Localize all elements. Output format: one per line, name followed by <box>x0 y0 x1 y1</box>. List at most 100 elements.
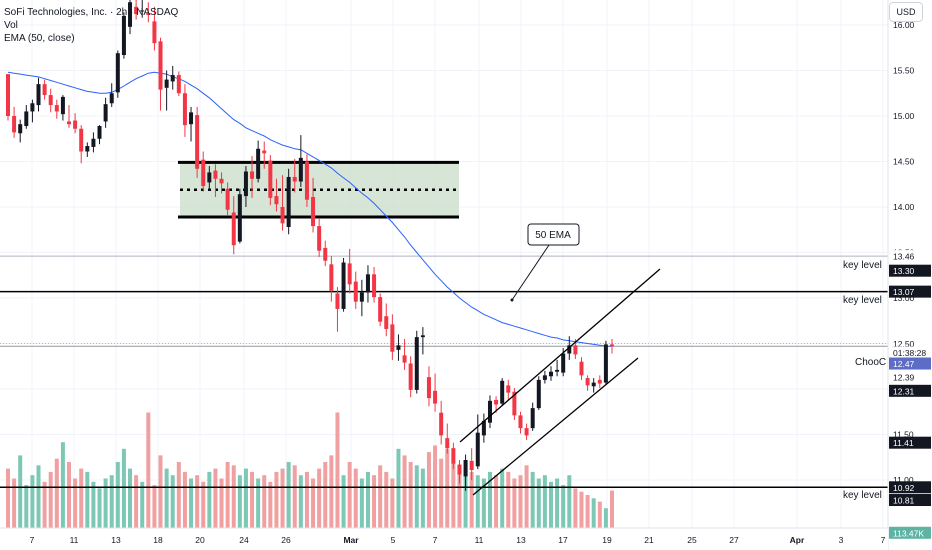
candle-body[interactable] <box>140 10 145 12</box>
candle-body[interactable] <box>414 337 419 390</box>
candle-body[interactable] <box>286 176 291 228</box>
candle-body[interactable] <box>298 157 303 182</box>
candle-body[interactable] <box>250 171 255 179</box>
candle-body[interactable] <box>469 460 474 470</box>
candle-body[interactable] <box>420 335 425 338</box>
candle-body[interactable] <box>359 292 364 302</box>
channel-upper-line[interactable] <box>459 268 661 443</box>
candle-body[interactable] <box>170 75 175 82</box>
candle-body[interactable] <box>60 96 65 115</box>
candle-body[interactable] <box>256 148 261 179</box>
candle-body[interactable] <box>591 382 596 387</box>
candle-body[interactable] <box>121 15 126 56</box>
channel-lower-line[interactable] <box>472 357 639 496</box>
candle-body[interactable] <box>152 21 157 44</box>
ema-indicator-label[interactable]: EMA (50, close) <box>4 33 75 44</box>
candle-body[interactable] <box>164 79 169 88</box>
candle-body[interactable] <box>372 274 377 298</box>
candle-body[interactable] <box>317 226 322 251</box>
candle-body[interactable] <box>262 150 267 154</box>
candle-body[interactable] <box>487 400 492 423</box>
candle-body[interactable] <box>347 263 352 285</box>
candle-body[interactable] <box>433 390 438 404</box>
candle-body[interactable] <box>323 247 328 261</box>
candle-body[interactable] <box>390 324 395 352</box>
candle-body[interactable] <box>231 212 236 246</box>
candle-body[interactable] <box>6 74 10 116</box>
candle-body[interactable] <box>115 53 120 93</box>
candle-body[interactable] <box>36 84 41 106</box>
volume-indicator-label[interactable]: Vol <box>4 20 18 31</box>
candle-body[interactable] <box>274 196 279 205</box>
candle-body[interactable] <box>97 126 102 139</box>
candle-body[interactable] <box>18 124 23 134</box>
candle-body[interactable] <box>146 13 151 15</box>
candle-body[interactable] <box>311 196 316 227</box>
candle-body[interactable] <box>463 459 468 477</box>
candle-body[interactable] <box>91 138 96 147</box>
candle-body[interactable] <box>128 2 133 27</box>
candle-body[interactable] <box>353 281 358 302</box>
candle-body[interactable] <box>396 345 401 350</box>
candle-body[interactable] <box>378 297 383 322</box>
candle-body[interactable] <box>555 369 560 372</box>
candle-body[interactable] <box>402 355 407 363</box>
candle-body[interactable] <box>603 344 608 383</box>
candle-body[interactable] <box>610 344 614 347</box>
candle-body[interactable] <box>30 103 35 112</box>
candle-body[interactable] <box>579 361 584 376</box>
candle-body[interactable] <box>506 385 511 393</box>
candle-body[interactable] <box>445 438 450 449</box>
candle-body[interactable] <box>134 6 139 15</box>
candle-body[interactable] <box>451 448 456 464</box>
candle-body[interactable] <box>426 377 431 399</box>
candle-body[interactable] <box>280 207 285 224</box>
candle-body[interactable] <box>219 178 224 184</box>
candle-body[interactable] <box>12 116 17 133</box>
candle-body[interactable] <box>182 93 187 126</box>
candle-body[interactable] <box>195 115 200 169</box>
candle-body[interactable] <box>536 379 541 409</box>
candle-body[interactable] <box>481 420 486 436</box>
candle-body[interactable] <box>439 412 444 436</box>
candle-body[interactable] <box>548 371 553 377</box>
candle-body[interactable] <box>109 93 114 104</box>
candle-body[interactable] <box>365 274 370 293</box>
candle-body[interactable] <box>201 159 206 187</box>
candle-body[interactable] <box>207 172 212 183</box>
candle-body[interactable] <box>500 380 505 404</box>
candle-body[interactable] <box>213 170 218 179</box>
ema-callout-box[interactable] <box>527 223 580 246</box>
candle-body[interactable] <box>304 161 309 200</box>
candle-body[interactable] <box>103 104 108 122</box>
candle-body[interactable] <box>512 391 517 416</box>
candle-body[interactable] <box>158 41 163 90</box>
candle-body[interactable] <box>494 399 499 405</box>
candle-body[interactable] <box>573 345 578 355</box>
candle-body[interactable] <box>54 105 59 112</box>
candle-body[interactable] <box>585 378 590 386</box>
candle-body[interactable] <box>189 112 194 125</box>
candle-body[interactable] <box>329 264 334 291</box>
candle-body[interactable] <box>79 128 84 152</box>
candle-body[interactable] <box>292 176 297 182</box>
candle-body[interactable] <box>457 464 462 475</box>
candle-body[interactable] <box>335 293 340 309</box>
candle-body[interactable] <box>475 432 480 467</box>
candle-body[interactable] <box>24 111 29 127</box>
symbol-title[interactable]: SoFi Technologies, Inc. · 2h · NASDAQ <box>4 7 179 18</box>
candle-body[interactable] <box>518 415 523 429</box>
candle-body[interactable] <box>67 121 72 125</box>
candle-body[interactable] <box>225 188 230 210</box>
currency-button[interactable]: USD <box>889 2 923 22</box>
candle-body[interactable] <box>567 345 572 354</box>
candle-body[interactable] <box>85 146 90 152</box>
candle-body[interactable] <box>341 262 346 309</box>
candle-body[interactable] <box>243 171 248 197</box>
candle-body[interactable] <box>48 95 53 106</box>
candle-body[interactable] <box>524 428 529 436</box>
candle-body[interactable] <box>176 75 181 94</box>
candle-body[interactable] <box>542 375 547 380</box>
candle-body[interactable] <box>408 363 413 390</box>
